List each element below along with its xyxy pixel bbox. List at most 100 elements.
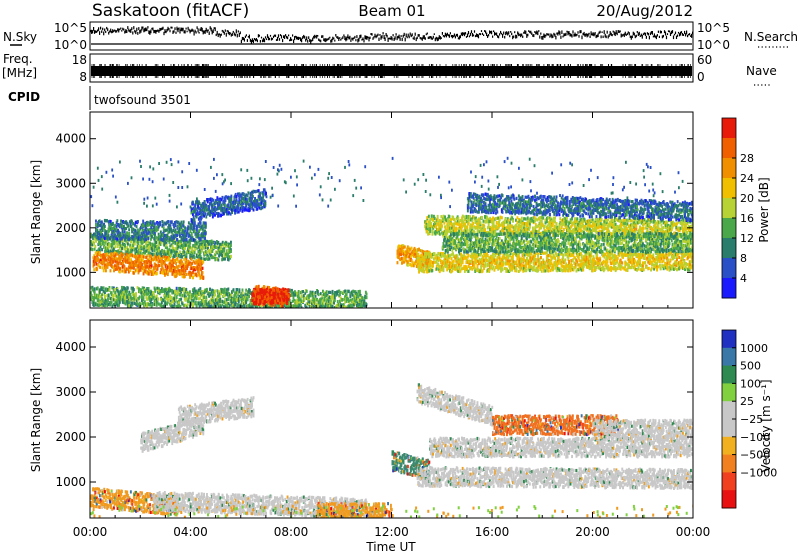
echo-cell [196,255,199,259]
echo-cell [114,223,117,227]
echo-cell [183,250,186,254]
echo-cell [204,242,206,246]
nsky-point [301,38,303,43]
nsky-point [233,32,235,36]
echo-cell [120,250,123,254]
echo-cell [129,243,132,247]
echo-cell [227,297,230,302]
nsky-point [126,29,128,34]
nsky-point [448,34,450,38]
echo-cell [155,225,158,229]
nave-bar [91,66,692,76]
echo-cell [157,243,160,247]
nsky-point [151,27,153,30]
nsky-point [143,28,145,33]
nsky-point [430,36,432,40]
nsky-point [470,30,473,34]
nsky-point [363,39,365,43]
echo-cell [138,245,140,249]
nsky-point [109,30,111,33]
nsky-point [686,30,688,35]
nsky-point [404,37,406,42]
nsky-point [199,28,201,32]
nsky-point [215,33,217,37]
nsky-point [468,35,471,38]
nsky-point [667,30,670,33]
echo-cell [161,223,164,228]
echo-cell [117,238,120,242]
nsky-point [222,30,224,33]
nsky-point [102,27,104,31]
nsky-point [311,39,313,42]
echo-cell [214,241,217,245]
echo-cell [204,257,206,261]
nsky-point [395,33,397,36]
nave-tick-bottom: 0 [697,70,705,84]
nsky-point [662,34,664,38]
echo-cell [126,237,129,241]
echo-cell [135,247,138,251]
nsky-point [355,39,357,42]
echo-cell [164,239,167,243]
nsky-point [386,34,388,38]
echo-cell [147,245,150,249]
echo-cell [99,245,102,249]
echo-cell [220,250,223,254]
nsky-point [654,35,656,38]
nsky-point [681,33,684,36]
nsky-point [361,38,363,41]
nsky-point [539,35,541,39]
nsky-point [189,30,191,34]
nsky-point [512,35,514,40]
nsky-point [198,31,200,34]
echo-cell [191,247,194,251]
nsky-point [663,30,666,34]
nsky-point [609,31,611,35]
nsky-point [182,27,184,31]
echo-cell [147,251,150,255]
echo-cell [162,227,165,231]
nsky-point [371,33,373,36]
echo-cell [126,234,129,238]
nsky-point [362,37,364,41]
echo-cell [123,227,126,231]
echo-cell [99,223,102,228]
nsky-point [192,29,194,32]
echo-cell [182,248,185,252]
nsky-point [259,40,261,43]
echo-cell [178,255,181,259]
nsky-point [560,35,562,39]
nsky-point [538,30,540,32]
nsky-point [124,30,126,34]
nsky-point [401,37,403,42]
nsky-point [402,34,404,38]
echo-cell [188,247,191,251]
echo-cell [203,295,205,299]
nsky-label: N.Sky [3,30,37,44]
nsky-point [540,32,542,35]
nsky-point [300,37,302,42]
echo-cell [177,220,180,224]
echo-cell [176,233,178,238]
echo-cell [141,241,144,245]
echo-cell [106,265,109,269]
nsky-point [273,34,276,37]
echo-cell [193,256,196,260]
nsky-point [450,34,452,38]
nsky-point [591,33,593,36]
nsky-point [357,38,359,43]
echo-cell [153,249,156,253]
nsky-point [587,33,589,37]
echo-cell [179,234,181,238]
echo-cell [209,287,211,291]
echo-cell [104,246,107,250]
echo-cell [137,251,140,255]
nsky-point [653,33,655,38]
nave-bar-texture [91,64,691,78]
echo-cell [173,254,176,259]
echo-cell [189,241,192,245]
nsky-point [480,30,483,32]
echo-cell [133,242,136,246]
nsky-point [502,34,504,38]
nsky-point [424,37,426,40]
